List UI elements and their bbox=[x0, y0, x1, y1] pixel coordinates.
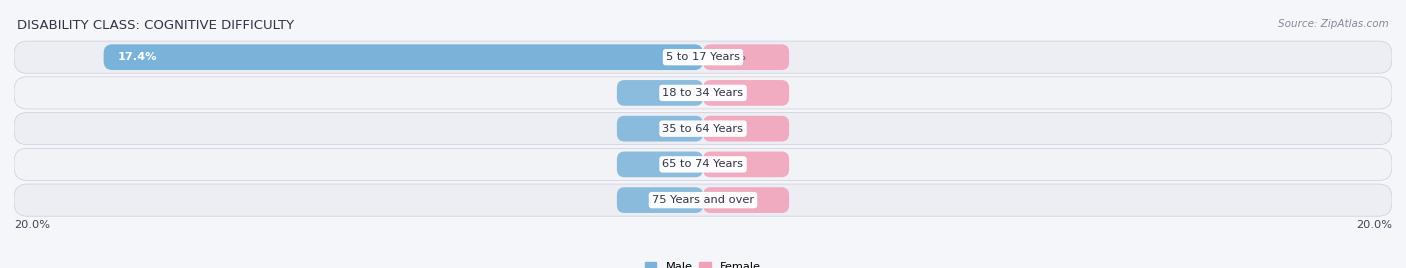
Text: Source: ZipAtlas.com: Source: ZipAtlas.com bbox=[1278, 19, 1389, 29]
FancyBboxPatch shape bbox=[703, 80, 789, 106]
Text: 0.0%: 0.0% bbox=[717, 88, 745, 98]
FancyBboxPatch shape bbox=[703, 116, 789, 142]
Text: 0.0%: 0.0% bbox=[717, 159, 745, 169]
FancyBboxPatch shape bbox=[617, 151, 703, 177]
Text: 20.0%: 20.0% bbox=[14, 220, 51, 230]
FancyBboxPatch shape bbox=[14, 41, 1392, 73]
Text: 0.0%: 0.0% bbox=[661, 159, 689, 169]
Text: 17.4%: 17.4% bbox=[117, 52, 157, 62]
Text: 65 to 74 Years: 65 to 74 Years bbox=[662, 159, 744, 169]
FancyBboxPatch shape bbox=[14, 77, 1392, 109]
Legend: Male, Female: Male, Female bbox=[645, 262, 761, 268]
Text: 18 to 34 Years: 18 to 34 Years bbox=[662, 88, 744, 98]
Text: 0.0%: 0.0% bbox=[661, 124, 689, 134]
Text: 5 to 17 Years: 5 to 17 Years bbox=[666, 52, 740, 62]
FancyBboxPatch shape bbox=[703, 187, 789, 213]
FancyBboxPatch shape bbox=[617, 80, 703, 106]
Text: 35 to 64 Years: 35 to 64 Years bbox=[662, 124, 744, 134]
Text: 75 Years and over: 75 Years and over bbox=[652, 195, 754, 205]
FancyBboxPatch shape bbox=[703, 151, 789, 177]
FancyBboxPatch shape bbox=[14, 113, 1392, 145]
FancyBboxPatch shape bbox=[14, 148, 1392, 180]
FancyBboxPatch shape bbox=[703, 44, 789, 70]
FancyBboxPatch shape bbox=[617, 187, 703, 213]
FancyBboxPatch shape bbox=[617, 116, 703, 142]
Text: 0.0%: 0.0% bbox=[661, 195, 689, 205]
Text: DISABILITY CLASS: COGNITIVE DIFFICULTY: DISABILITY CLASS: COGNITIVE DIFFICULTY bbox=[17, 19, 294, 32]
Text: 0.0%: 0.0% bbox=[661, 88, 689, 98]
FancyBboxPatch shape bbox=[14, 184, 1392, 216]
Text: 0.0%: 0.0% bbox=[717, 52, 745, 62]
Text: 0.0%: 0.0% bbox=[717, 124, 745, 134]
Text: 20.0%: 20.0% bbox=[1355, 220, 1392, 230]
FancyBboxPatch shape bbox=[104, 44, 703, 70]
Text: 0.0%: 0.0% bbox=[717, 195, 745, 205]
